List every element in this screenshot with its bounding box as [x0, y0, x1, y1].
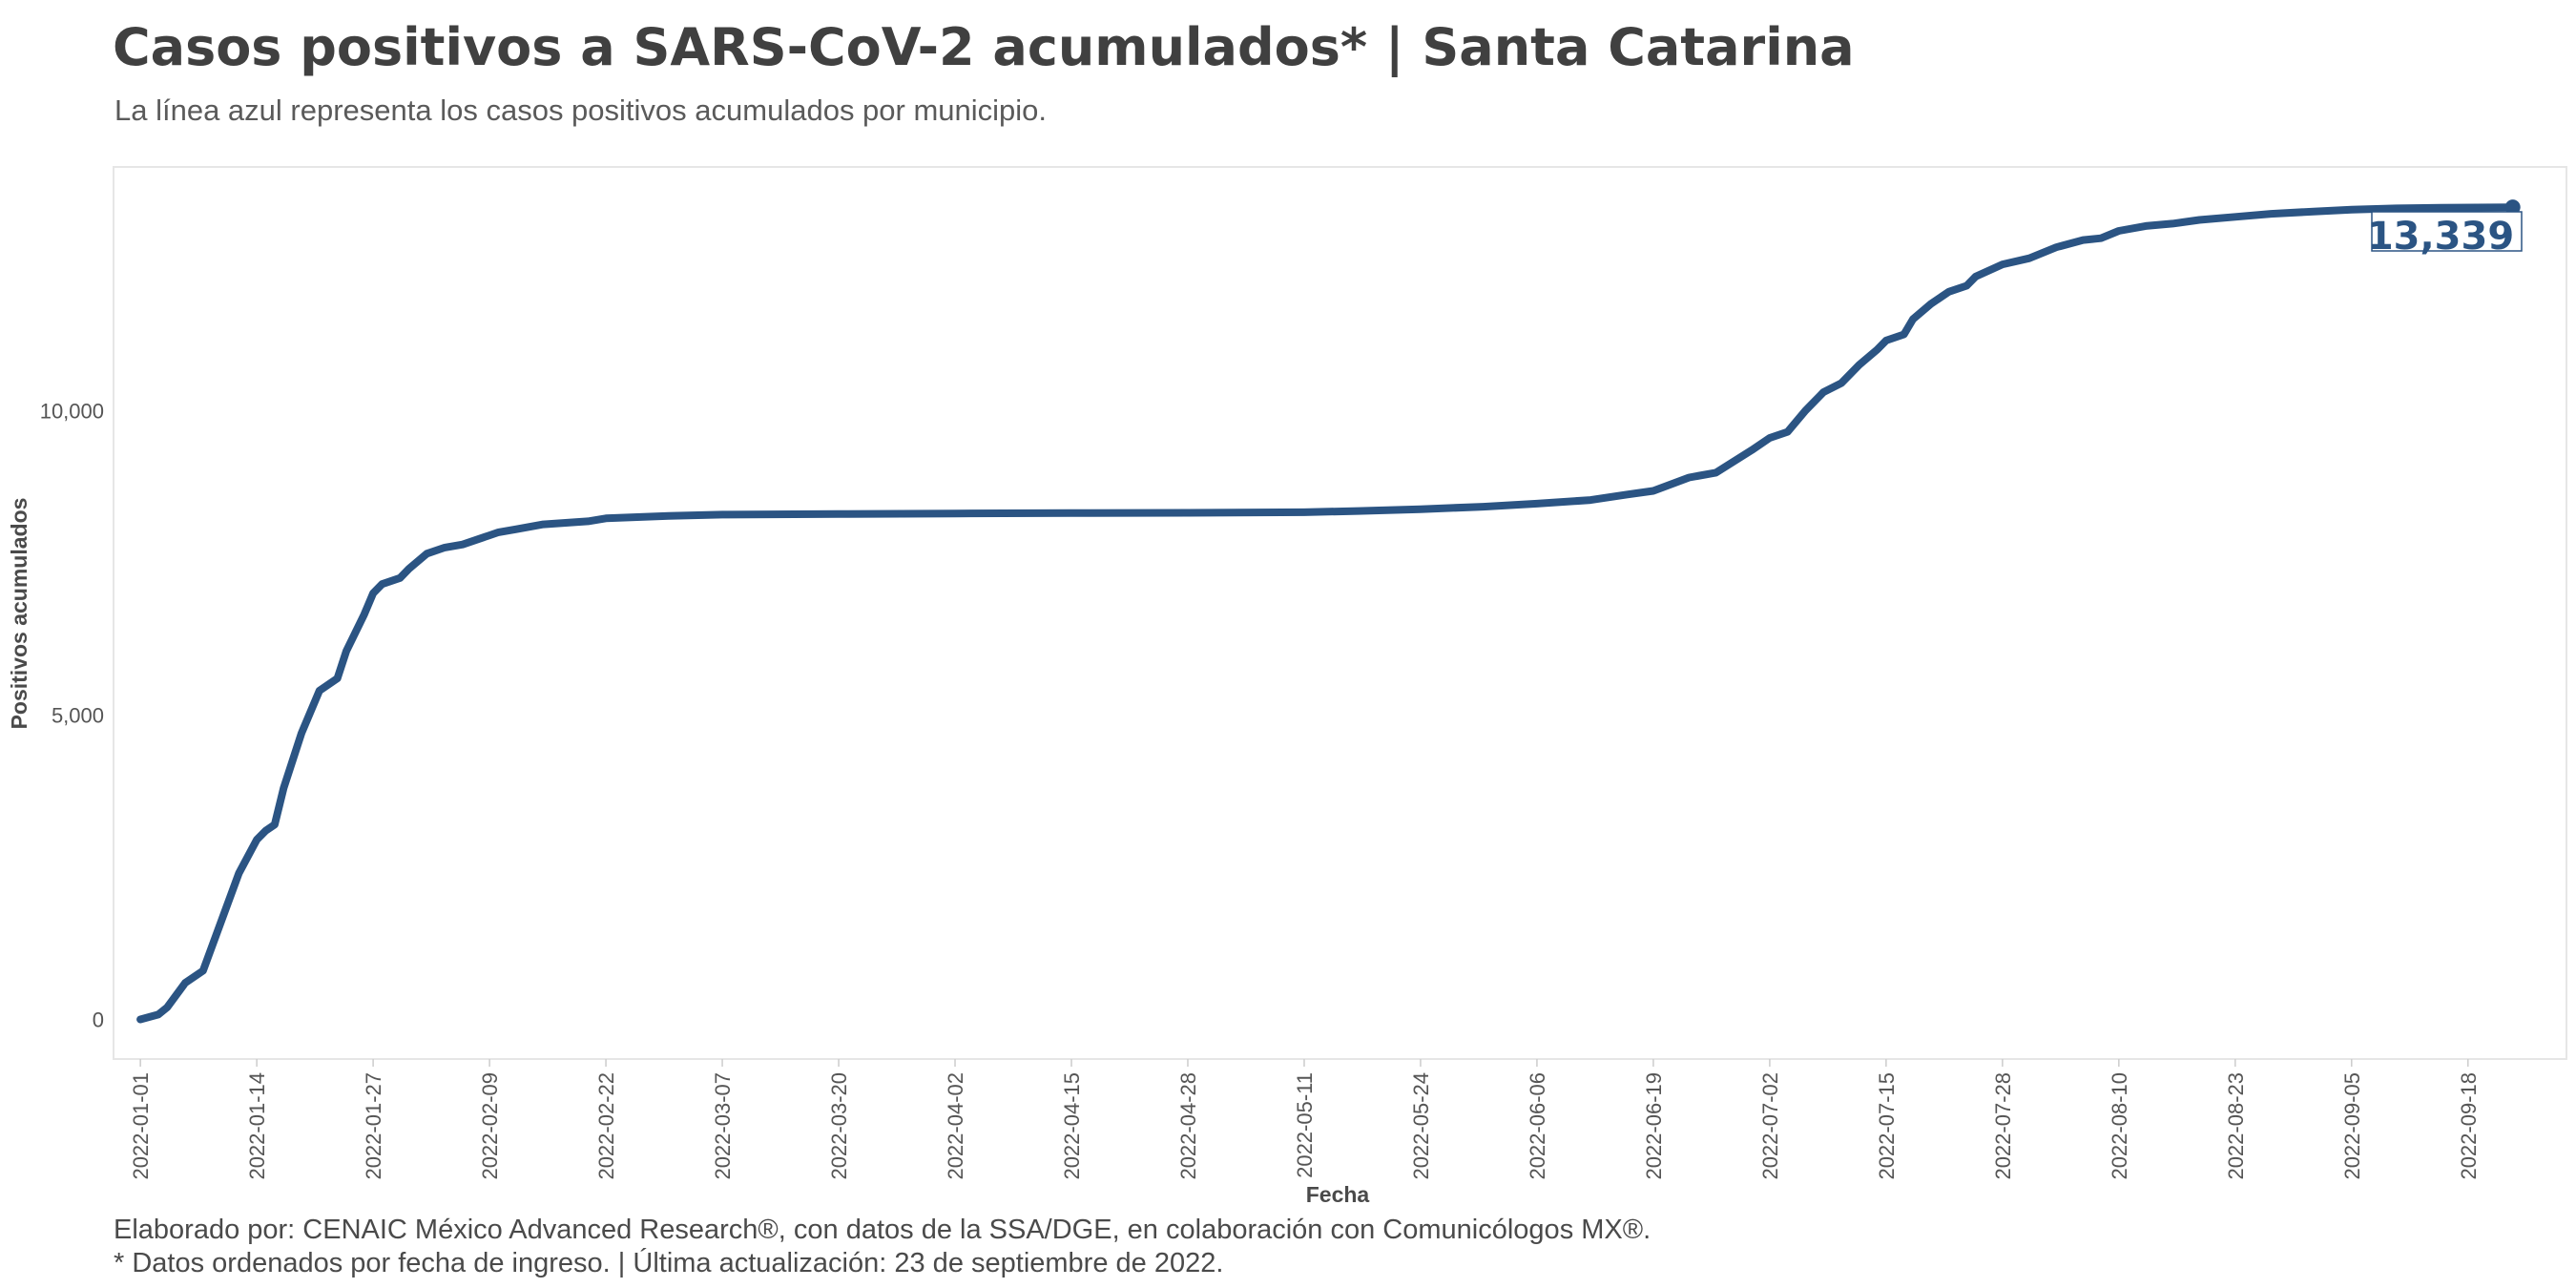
- end-value-label: 13,339: [2367, 215, 2514, 259]
- end-value-label-box: [2371, 211, 2523, 252]
- y-tick-label: 10,000: [40, 399, 104, 423]
- x-axis: 2022-01-01 2022-01-14 2022-01-27 2022-02-09…: [129, 1059, 2481, 1180]
- x-tick-label: 2022-01-01: [129, 1072, 153, 1180]
- chart-subtitle: La línea azul representa los casos posit…: [114, 93, 1047, 127]
- x-tick-label: 2022-07-02: [1758, 1072, 1782, 1180]
- x-tick-label: 2022-04-15: [1060, 1072, 1084, 1180]
- x-tick-label: 2022-02-22: [594, 1072, 618, 1180]
- x-tick-label: 2022-06-19: [1642, 1072, 1666, 1180]
- plot-panel: [113, 166, 2567, 1060]
- x-tick-label: 2022-07-15: [1875, 1072, 1899, 1180]
- x-tick-label: 2022-03-07: [711, 1072, 735, 1180]
- x-tick-label: 2022-06-06: [1526, 1072, 1549, 1180]
- y-tick-label: 5,000: [52, 703, 104, 727]
- x-tick-label: 2022-04-02: [944, 1072, 967, 1180]
- x-tick-label: 2022-08-10: [2108, 1072, 2131, 1180]
- series-line: [136, 203, 2517, 1024]
- x-tick-label: 2022-08-23: [2224, 1072, 2248, 1180]
- caption-credits: Elaborado por: CENAIC México Advanced Re…: [114, 1215, 1651, 1245]
- x-tick-label: 2022-07-28: [1991, 1072, 2015, 1180]
- x-tick-label: 2022-03-20: [827, 1072, 851, 1180]
- x-tick-label: 2022-01-27: [362, 1072, 385, 1180]
- x-tick-label: 2022-01-14: [245, 1072, 269, 1180]
- x-tick-label: 2022-09-18: [2457, 1072, 2481, 1180]
- y-axis-title: Positivos acumulados: [7, 498, 31, 730]
- series-end-point: [2504, 199, 2521, 216]
- x-tick-label: 2022-05-11: [1293, 1072, 1317, 1178]
- x-axis-title: Fecha: [1306, 1182, 1370, 1207]
- x-tick-label: 2022-02-09: [478, 1072, 502, 1180]
- x-tick-label: 2022-04-28: [1176, 1072, 1200, 1180]
- x-tick-label: 2022-09-05: [2340, 1072, 2364, 1180]
- chart-title: Casos positivos a SARS-CoV-2 acumulados*…: [113, 17, 1855, 77]
- y-tick-label: 0: [93, 1008, 104, 1032]
- y-axis: 0 5,000 10,000: [40, 399, 104, 1031]
- x-tick-label: 2022-05-24: [1409, 1072, 1433, 1180]
- caption-note: * Datos ordenados por fecha de ingreso. …: [114, 1247, 1223, 1278]
